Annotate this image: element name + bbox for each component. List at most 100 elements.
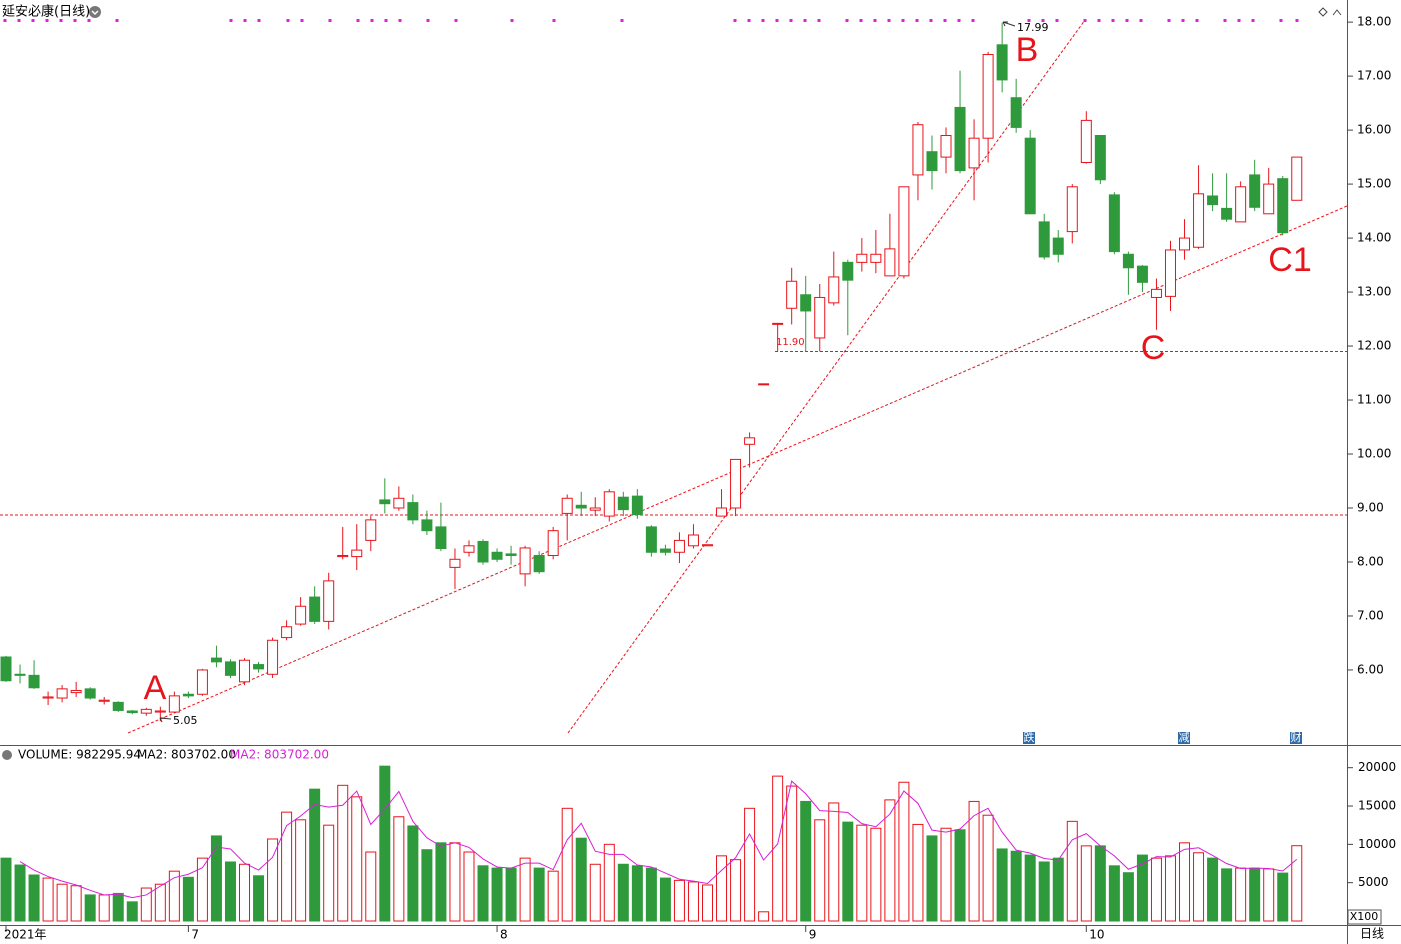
- candle-body: [253, 664, 265, 670]
- signal-dot: [803, 19, 807, 22]
- candle-body: [28, 674, 40, 689]
- volume-bar: [842, 821, 854, 922]
- candle-body: [112, 701, 124, 711]
- candle-body: [365, 519, 377, 541]
- volume-bar: [1122, 872, 1134, 922]
- volume-bar: [1094, 845, 1106, 922]
- volume-bar: [996, 848, 1008, 922]
- y-tick-label: 11.00: [1357, 393, 1391, 407]
- candle-body: [505, 553, 517, 557]
- volume-bar: [856, 824, 868, 922]
- event-marker-box: [1290, 732, 1302, 744]
- volume-bar: [309, 788, 321, 922]
- volume-bar: [912, 823, 924, 922]
- candle-body: [1024, 137, 1036, 215]
- ma-legend: MA2: 803702.00: [137, 748, 236, 762]
- volume-bar: [1150, 857, 1162, 922]
- volume-bar: [589, 863, 601, 922]
- volume-bar: [463, 851, 475, 922]
- signal-dot: [356, 19, 360, 22]
- volume-bar: [926, 835, 938, 922]
- y-tick-label: 13.00: [1357, 285, 1391, 299]
- candle-body: [561, 497, 573, 514]
- y-tick-label: 5000: [1358, 875, 1389, 889]
- candle-body: [1207, 195, 1219, 206]
- candle-body: [716, 507, 728, 517]
- volume-bar: [56, 883, 68, 922]
- annotation: C: [1141, 329, 1166, 367]
- volume-bar: [968, 800, 980, 922]
- x-tick-label: 10: [1089, 928, 1104, 942]
- signal-dot: [789, 19, 793, 22]
- signal-dot: [733, 19, 737, 22]
- signal-dot: [915, 19, 919, 22]
- volume-bar: [716, 855, 728, 922]
- signal-dot: [1167, 19, 1171, 22]
- y-tick-label: 6.00: [1357, 662, 1384, 676]
- signal-dot: [957, 19, 961, 22]
- diamond-icon[interactable]: [1318, 7, 1328, 17]
- y-tick-label: 10000: [1358, 837, 1396, 851]
- candle-body: [224, 661, 236, 676]
- signal-dot: [257, 19, 261, 22]
- candle-body: [673, 539, 685, 553]
- candle-body: [182, 693, 194, 697]
- candle-body: [421, 519, 433, 532]
- volume-bar: [407, 825, 419, 922]
- candle-body: [1122, 253, 1134, 269]
- price-label: 17.99: [1017, 21, 1049, 34]
- x-tick-label: 2021年: [4, 928, 47, 942]
- collapse-icon[interactable]: [1332, 9, 1342, 16]
- title-menu-icon[interactable]: [89, 6, 101, 18]
- candle-body: [379, 499, 391, 505]
- candle-body: [1094, 135, 1106, 181]
- y-tick-label: 12.00: [1357, 339, 1391, 353]
- volume-bar: [295, 819, 307, 922]
- candle-body: [407, 502, 419, 521]
- annotation: B: [1016, 31, 1039, 69]
- volume-bar: [884, 799, 896, 922]
- volume-bar: [477, 865, 489, 922]
- price-label: 5.05: [173, 714, 198, 727]
- signal-dot: [1041, 19, 1045, 22]
- candle-body: [1179, 237, 1191, 251]
- signal-dot: [398, 19, 402, 22]
- volume-bar: [631, 865, 643, 922]
- candle-body: [1052, 237, 1064, 255]
- candle-body: [800, 294, 812, 312]
- y-tick-label: 10.00: [1357, 447, 1391, 461]
- signal-dot: [59, 19, 63, 22]
- x-tick-label: 7: [191, 928, 199, 942]
- volume-bar: [210, 835, 222, 922]
- candle-body: [393, 497, 405, 509]
- volume-bar: [112, 892, 124, 922]
- volume-bar: [140, 887, 152, 922]
- volume-menu-icon[interactable]: [2, 750, 12, 760]
- signal-dot: [1223, 19, 1227, 22]
- candle-body: [589, 507, 601, 511]
- signal-dot: [286, 19, 290, 22]
- signal-dot: [1237, 19, 1241, 22]
- volume-bar: [491, 867, 503, 922]
- event-marker-box: [1023, 732, 1035, 744]
- volume-bar: [519, 857, 531, 922]
- candle-body: [1277, 178, 1289, 234]
- signal-dot: [229, 19, 233, 22]
- volume-bar: [898, 781, 910, 922]
- y-tick-label: 14.00: [1357, 231, 1391, 245]
- candle-body: [1193, 193, 1205, 248]
- candle-body: [912, 124, 924, 176]
- volume-bar: [800, 800, 812, 922]
- candle-body: [645, 526, 657, 553]
- y-tick-label: 15000: [1358, 799, 1396, 813]
- candle-body: [126, 710, 138, 714]
- signal-dot: [454, 19, 458, 22]
- candle-body: [1136, 265, 1148, 283]
- volume-bar: [281, 811, 293, 922]
- signal-dot: [901, 19, 905, 22]
- y-tick-label: 15.00: [1357, 177, 1391, 191]
- volume-bar: [14, 864, 26, 922]
- signal-dot: [971, 19, 975, 22]
- candle-body: [842, 261, 854, 281]
